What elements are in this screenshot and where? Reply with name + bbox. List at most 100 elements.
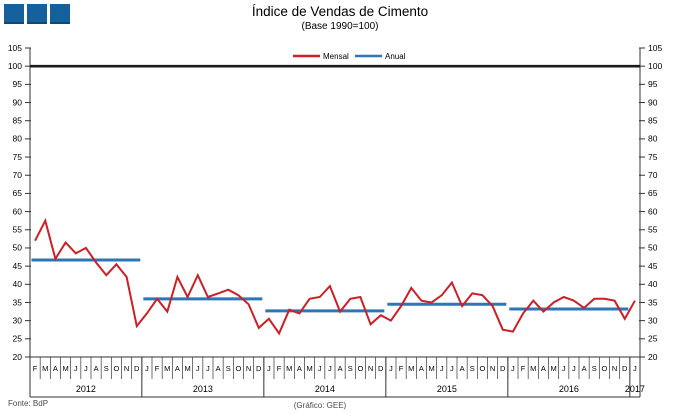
svg-text:Mensal: Mensal	[323, 52, 349, 61]
anual-segments	[31, 258, 629, 313]
axes	[29, 48, 641, 398]
svg-text:S: S	[470, 364, 475, 373]
svg-text:55: 55	[648, 225, 658, 235]
svg-text:N: N	[612, 364, 617, 373]
svg-text:F: F	[33, 364, 38, 373]
svg-text:65: 65	[13, 188, 23, 198]
svg-text:A: A	[94, 364, 99, 373]
svg-text:2012: 2012	[76, 384, 96, 394]
credit-note: (Gráfico: GEE)	[293, 401, 347, 410]
svg-text:S: S	[104, 364, 109, 373]
svg-text:J: J	[267, 364, 271, 373]
chart-subtitle: (Base 1990=100)	[301, 21, 379, 32]
svg-text:J: J	[318, 364, 322, 373]
svg-text:F: F	[277, 364, 282, 373]
svg-text:85: 85	[13, 116, 23, 126]
svg-text:A: A	[582, 364, 587, 373]
svg-text:2013: 2013	[193, 384, 213, 394]
chart-title: Índice de Vendas de Cimento	[251, 4, 429, 19]
svg-text:100: 100	[648, 61, 662, 71]
x-axis-years: 2012 2013 2014 2015 2016 2017	[76, 357, 645, 397]
mensal-line	[34, 217, 636, 336]
svg-text:65: 65	[648, 188, 658, 198]
y-axis-left: 20 25 30 35 40 45 50 55 60 65 70 75 80 85 90 95 100 105	[8, 43, 31, 362]
svg-text:2014: 2014	[315, 384, 335, 394]
svg-text:M: M	[306, 364, 312, 373]
svg-text:90: 90	[648, 97, 658, 107]
svg-text:N: N	[246, 364, 251, 373]
svg-text:O: O	[479, 364, 485, 373]
svg-text:J: J	[572, 364, 576, 373]
svg-text:20: 20	[13, 352, 23, 362]
svg-text:J: J	[450, 364, 454, 373]
svg-text:M: M	[530, 364, 536, 373]
svg-text:2016: 2016	[559, 384, 579, 394]
svg-text:M: M	[42, 364, 48, 373]
svg-text:S: S	[226, 364, 231, 373]
svg-text:30: 30	[648, 315, 658, 325]
svg-text:A: A	[53, 364, 58, 373]
svg-text:100: 100	[8, 61, 22, 71]
svg-text:O: O	[357, 364, 363, 373]
svg-text:75: 75	[13, 152, 23, 162]
svg-text:D: D	[378, 364, 384, 373]
svg-text:105: 105	[648, 43, 662, 53]
svg-text:J: J	[389, 364, 393, 373]
svg-text:M: M	[286, 364, 292, 373]
svg-text:35: 35	[13, 297, 23, 307]
svg-text:25: 25	[648, 334, 658, 344]
svg-text:J: J	[511, 364, 515, 373]
svg-text:O: O	[113, 364, 119, 373]
three-squares-logo	[4, 4, 70, 24]
svg-text:105: 105	[8, 43, 22, 53]
svg-text:N: N	[490, 364, 495, 373]
svg-text:J: J	[206, 364, 210, 373]
source-note: Fonte: BdP	[8, 399, 49, 408]
svg-text:M: M	[184, 364, 190, 373]
svg-text:J: J	[145, 364, 149, 373]
svg-text:80: 80	[13, 134, 23, 144]
logo-square-icon	[50, 4, 70, 24]
svg-text:45: 45	[13, 261, 23, 271]
svg-text:M: M	[164, 364, 170, 373]
svg-text:20: 20	[648, 352, 658, 362]
svg-text:F: F	[155, 364, 160, 373]
svg-text:40: 40	[648, 279, 658, 289]
svg-text:A: A	[338, 364, 343, 373]
svg-text:A: A	[216, 364, 221, 373]
svg-text:60: 60	[648, 206, 658, 216]
svg-text:M: M	[428, 364, 434, 373]
y-axis-right: 20 25 30 35 40 45 50 55 60 65 70 75 80 85 90 95 100 105	[639, 43, 662, 362]
svg-text:A: A	[460, 364, 465, 373]
svg-text:S: S	[348, 364, 353, 373]
svg-text:50: 50	[648, 243, 658, 253]
svg-text:95: 95	[648, 79, 658, 89]
svg-text:J: J	[633, 364, 637, 373]
svg-text:J: J	[328, 364, 332, 373]
svg-text:D: D	[134, 364, 140, 373]
svg-text:D: D	[500, 364, 506, 373]
svg-text:M: M	[62, 364, 68, 373]
svg-text:N: N	[368, 364, 373, 373]
svg-text:M: M	[408, 364, 414, 373]
svg-text:2015: 2015	[437, 384, 457, 394]
svg-text:75: 75	[648, 152, 658, 162]
svg-text:S: S	[592, 364, 597, 373]
svg-text:D: D	[256, 364, 262, 373]
svg-text:50: 50	[13, 243, 23, 253]
svg-text:60: 60	[13, 206, 23, 216]
svg-text:A: A	[175, 364, 180, 373]
svg-text:2017: 2017	[625, 384, 645, 394]
svg-text:M: M	[550, 364, 556, 373]
svg-text:O: O	[235, 364, 241, 373]
svg-text:A: A	[541, 364, 546, 373]
logo-square-icon	[27, 4, 47, 24]
svg-text:J: J	[196, 364, 200, 373]
svg-text:F: F	[399, 364, 404, 373]
svg-text:D: D	[622, 364, 628, 373]
svg-text:J: J	[74, 364, 78, 373]
svg-text:80: 80	[648, 134, 658, 144]
svg-text:J: J	[562, 364, 566, 373]
